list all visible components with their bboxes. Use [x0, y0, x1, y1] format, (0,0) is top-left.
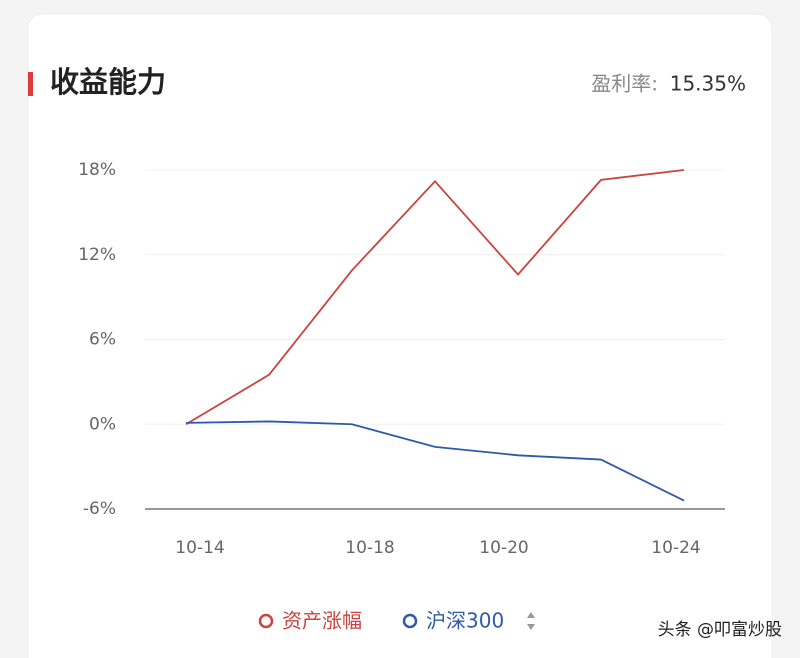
- y-tick-label: 6%: [89, 330, 116, 350]
- legend-label: 沪深300: [426, 609, 504, 633]
- rate-value: 15.35%: [670, 72, 746, 96]
- watermark: 头条 @叩富炒股: [658, 620, 782, 640]
- legend-marker: [258, 613, 274, 629]
- title-marker: [28, 72, 33, 96]
- legend-label: 资产涨幅: [282, 609, 362, 633]
- card-title: 收益能力: [50, 65, 166, 99]
- series-line: [185, 420, 685, 502]
- y-tick-label: 12%: [78, 245, 116, 265]
- x-tick-label: 10-14: [175, 538, 224, 558]
- sort-icon: [527, 612, 535, 630]
- x-tick-label: 10-18: [345, 538, 394, 558]
- x-tick-label: 10-20: [479, 538, 528, 558]
- card: [27, 13, 773, 658]
- y-tick-label: 18%: [78, 160, 116, 180]
- y-tick-label: -6%: [83, 499, 116, 519]
- rate-label: 盈利率:: [591, 72, 658, 96]
- y-tick-label: 0%: [89, 414, 116, 434]
- series-line: [185, 169, 685, 426]
- x-tick-label: 10-24: [651, 538, 700, 558]
- legend-marker: [402, 613, 418, 629]
